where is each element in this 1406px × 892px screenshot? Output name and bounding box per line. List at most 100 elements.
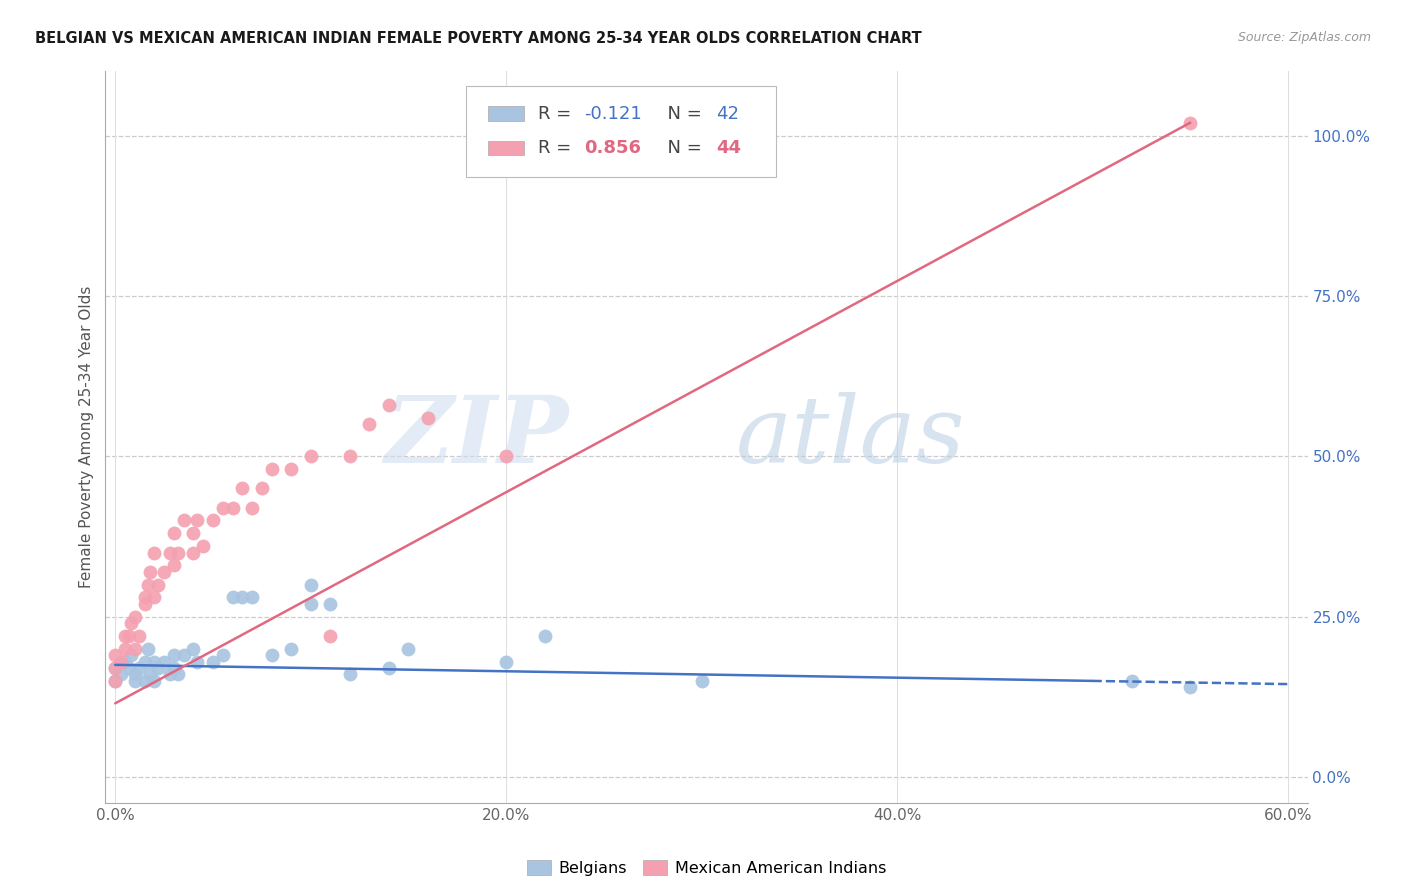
- Point: [120, 648, 142, 663]
- Point: [250, 482, 273, 496]
- Point: [231, 482, 253, 496]
- Point: [163, 558, 186, 573]
- Point: [193, 539, 215, 553]
- Point: [221, 591, 243, 605]
- Point: [416, 410, 439, 425]
- Point: [1121, 673, 1143, 688]
- Point: [120, 616, 142, 631]
- Point: [173, 648, 195, 663]
- Text: R =: R =: [538, 104, 578, 123]
- Point: [396, 641, 419, 656]
- Point: [104, 673, 127, 688]
- Point: [139, 667, 162, 681]
- Point: [104, 661, 127, 675]
- Point: [166, 667, 188, 681]
- Point: [124, 667, 146, 681]
- Point: [240, 591, 263, 605]
- Point: [183, 545, 205, 559]
- Point: [201, 514, 224, 528]
- Point: [221, 500, 243, 515]
- Point: [153, 655, 176, 669]
- Point: [114, 629, 136, 643]
- FancyBboxPatch shape: [465, 86, 776, 178]
- Point: [173, 514, 195, 528]
- Point: [124, 609, 146, 624]
- Text: ZIP: ZIP: [384, 392, 568, 482]
- Point: [201, 655, 224, 669]
- Point: [240, 500, 263, 515]
- Text: 42: 42: [716, 104, 740, 123]
- Point: [163, 661, 186, 675]
- Point: [118, 629, 141, 643]
- Point: [260, 648, 283, 663]
- Point: [138, 641, 160, 656]
- Point: [124, 673, 146, 688]
- Point: [104, 673, 127, 688]
- Point: [104, 661, 127, 675]
- Point: [211, 648, 233, 663]
- Point: [128, 629, 150, 643]
- Point: [231, 591, 253, 605]
- Point: [159, 545, 181, 559]
- Point: [134, 591, 156, 605]
- Point: [110, 667, 132, 681]
- Point: [148, 661, 170, 675]
- Point: [280, 641, 302, 656]
- Point: [139, 565, 162, 579]
- Point: [143, 673, 166, 688]
- Text: 0.856: 0.856: [583, 139, 641, 157]
- Point: [118, 661, 141, 675]
- Point: [134, 673, 156, 688]
- Point: [134, 597, 156, 611]
- Text: N =: N =: [657, 139, 707, 157]
- Point: [114, 655, 136, 669]
- Text: atlas: atlas: [735, 392, 966, 482]
- Point: [159, 667, 181, 681]
- Point: [186, 655, 208, 669]
- Point: [143, 591, 166, 605]
- Legend: Belgians, Mexican American Indians: Belgians, Mexican American Indians: [520, 854, 893, 882]
- Point: [186, 514, 208, 528]
- Point: [143, 655, 166, 669]
- Point: [339, 667, 361, 681]
- Point: [299, 597, 322, 611]
- Point: [319, 597, 342, 611]
- Point: [110, 655, 132, 669]
- Point: [104, 648, 127, 663]
- Text: N =: N =: [657, 104, 707, 123]
- Point: [211, 500, 233, 515]
- Text: -0.121: -0.121: [583, 104, 641, 123]
- Point: [339, 450, 361, 464]
- Point: [319, 629, 342, 643]
- Point: [378, 398, 401, 412]
- Point: [124, 641, 146, 656]
- Point: [128, 661, 150, 675]
- FancyBboxPatch shape: [488, 106, 524, 121]
- Text: Source: ZipAtlas.com: Source: ZipAtlas.com: [1237, 31, 1371, 45]
- Point: [183, 526, 205, 541]
- Text: R =: R =: [538, 139, 578, 157]
- Point: [134, 655, 156, 669]
- Point: [1180, 681, 1202, 695]
- Point: [260, 462, 283, 476]
- Point: [163, 648, 186, 663]
- FancyBboxPatch shape: [488, 141, 524, 155]
- Point: [166, 545, 188, 559]
- Text: 44: 44: [716, 139, 741, 157]
- Point: [138, 577, 160, 591]
- Point: [690, 673, 713, 688]
- Point: [114, 641, 136, 656]
- Point: [534, 629, 557, 643]
- Y-axis label: Female Poverty Among 25-34 Year Olds: Female Poverty Among 25-34 Year Olds: [79, 286, 94, 588]
- Point: [183, 641, 205, 656]
- Point: [299, 577, 322, 591]
- Point: [148, 577, 170, 591]
- Point: [359, 417, 381, 432]
- Point: [143, 545, 166, 559]
- Point: [495, 655, 517, 669]
- Point: [495, 450, 517, 464]
- Point: [378, 661, 401, 675]
- Point: [280, 462, 302, 476]
- Point: [299, 450, 322, 464]
- Point: [153, 565, 176, 579]
